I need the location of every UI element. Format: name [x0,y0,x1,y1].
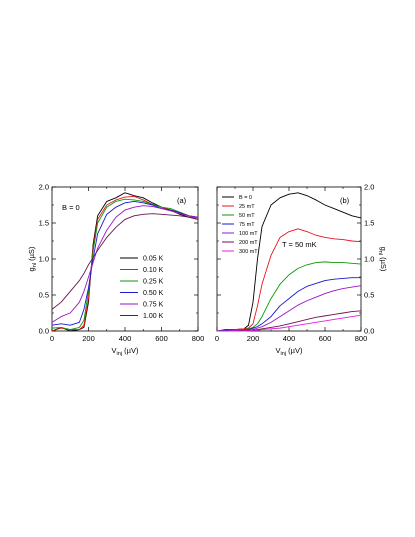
x-axis-label: Vinj (µV) [112,346,139,357]
x-tick-label: 200 [82,334,95,343]
series-line [51,205,199,323]
series-line [217,314,362,332]
legend-label: 0.75 K [143,301,164,308]
panel-annotation: B = 0 [62,203,80,212]
series-line [216,228,362,332]
x-tick-label: 400 [283,334,296,343]
legend-label: B = 0 [239,195,252,201]
y-tick-label: 1.5 [39,219,49,228]
legend-label: 75 mT [239,222,255,228]
x-tick-label: 200 [247,334,260,343]
series-line [51,213,199,310]
legend-label: 0.25 K [143,278,164,285]
x-tick-label: 800 [192,334,205,343]
x-tick-label: 400 [119,334,132,343]
y-tick-label: 2.0 [39,183,49,192]
y-axis-label: gnl (µS) [27,246,38,271]
x-tick-label: 0 [215,334,219,343]
y-tick-label: 0.5 [364,291,374,300]
y-tick-label: 1.5 [364,219,374,228]
series-line [217,310,362,332]
legend-label: 0.50 K [143,290,164,297]
legend: 0.05 K 0.10 K 0.25 K 0.50 K 0.75 K 1.00 K [120,255,164,320]
y-tick-label: 1.0 [39,255,49,264]
legend-label: 50 mT [239,213,255,219]
y-tick-label: 2.0 [364,183,374,192]
series-line [51,200,199,326]
legend-label: 0.05 K [143,255,164,262]
legend-label: 300 mT [239,249,258,255]
series-line [216,261,362,332]
panel-annotation: T = 50 mK [282,240,317,249]
legend-label: 1.00 K [143,313,164,320]
y-tick-label: 0.0 [364,327,374,336]
legend-label: 100 mT [239,231,258,237]
legend-label: 25 mT [239,204,255,210]
y-tick-label: 1.0 [364,255,374,264]
series-line [51,198,199,331]
y-axis-label: gnl (µS) [377,247,388,272]
x-tick-label: 600 [319,334,332,343]
x-axis-label: Vinj (µV) [276,346,303,357]
legend: B = 0 25 mT 50 mT 75 mT 100 mT 200 mT 300 mT [222,195,258,255]
y-tick-label: 0.0 [39,327,49,336]
legend-label: 200 mT [239,240,258,246]
y-tick-label: 0.5 [39,291,49,300]
panel-label: (a) [177,196,187,205]
x-tick-label: 600 [155,334,168,343]
x-tick-label: 800 [355,334,368,343]
panel-label: (b) [340,196,350,205]
x-tick-label: 0 [50,334,54,343]
legend-label: 0.10 K [143,267,164,274]
chart-panel-a: 0 200 400 600 800 0.0 0.5 1.0 1.5 2.0 Vinj (µV) gnl… [27,183,204,357]
